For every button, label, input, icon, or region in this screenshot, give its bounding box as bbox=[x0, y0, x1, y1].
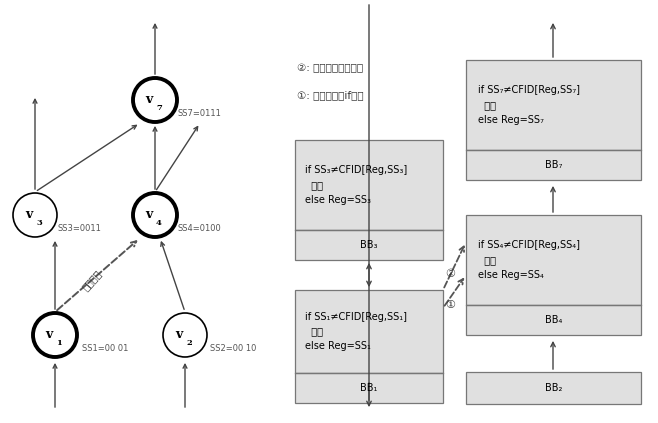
Circle shape bbox=[163, 313, 207, 357]
Text: if SS₁≠CFID[Reg,SS₁]
  报错
else Reg=SS₁: if SS₁≠CFID[Reg,SS₁] 报错 else Reg=SS₁ bbox=[305, 312, 407, 351]
Text: 3: 3 bbox=[36, 219, 41, 227]
Text: v: v bbox=[175, 327, 182, 341]
Bar bbox=[466, 215, 641, 305]
Circle shape bbox=[33, 313, 77, 357]
Text: v: v bbox=[145, 208, 152, 220]
Bar bbox=[466, 305, 641, 335]
Text: v: v bbox=[145, 93, 152, 105]
Circle shape bbox=[133, 78, 177, 122]
Bar bbox=[466, 372, 641, 404]
Text: ②: ② bbox=[445, 269, 455, 279]
Text: if SS₄≠CFID[Reg,SS₄]
  报错
else Reg=SS₄: if SS₄≠CFID[Reg,SS₄] 报错 else Reg=SS₄ bbox=[478, 240, 580, 280]
Text: 7: 7 bbox=[156, 104, 162, 112]
Text: SS3=0011: SS3=0011 bbox=[58, 223, 102, 233]
Text: SS2=00 10: SS2=00 10 bbox=[210, 343, 257, 352]
Bar bbox=[466, 60, 641, 150]
Text: if SS₇≠CFID[Reg,SS₇]
  报错
else Reg=SS₇: if SS₇≠CFID[Reg,SS₇] 报错 else Reg=SS₇ bbox=[478, 85, 580, 125]
Text: BB₇: BB₇ bbox=[545, 160, 562, 170]
Text: 2: 2 bbox=[186, 339, 191, 347]
Text: ②: 非法跳转到基本快: ②: 非法跳转到基本快 bbox=[297, 63, 363, 73]
Circle shape bbox=[133, 193, 177, 237]
Text: SS1=00 01: SS1=00 01 bbox=[82, 343, 128, 352]
Bar bbox=[466, 150, 641, 180]
Text: BB₃: BB₃ bbox=[360, 240, 378, 250]
Text: 非法跳转: 非法跳转 bbox=[80, 268, 103, 292]
Text: BB₂: BB₂ bbox=[545, 383, 562, 393]
Text: BB₁: BB₁ bbox=[361, 383, 378, 393]
Text: v: v bbox=[45, 327, 52, 341]
Text: 4: 4 bbox=[156, 219, 162, 227]
Text: SS7=0111: SS7=0111 bbox=[178, 109, 222, 118]
Bar bbox=[295, 140, 443, 230]
Text: BB₄: BB₄ bbox=[545, 315, 562, 325]
Bar bbox=[295, 230, 443, 260]
Text: 1: 1 bbox=[56, 339, 62, 347]
Text: v: v bbox=[25, 208, 32, 220]
Bar bbox=[295, 290, 443, 373]
Text: ①: ① bbox=[445, 300, 455, 310]
Text: if SS₃≠CFID[Reg,SS₃]
  报错
else Reg=SS₃: if SS₃≠CFID[Reg,SS₃] 报错 else Reg=SS₃ bbox=[305, 165, 407, 205]
Circle shape bbox=[13, 193, 57, 237]
Text: ①: 非法跳转到if语句: ①: 非法跳转到if语句 bbox=[297, 90, 364, 100]
Bar bbox=[295, 373, 443, 403]
Text: SS4=0100: SS4=0100 bbox=[178, 223, 222, 233]
